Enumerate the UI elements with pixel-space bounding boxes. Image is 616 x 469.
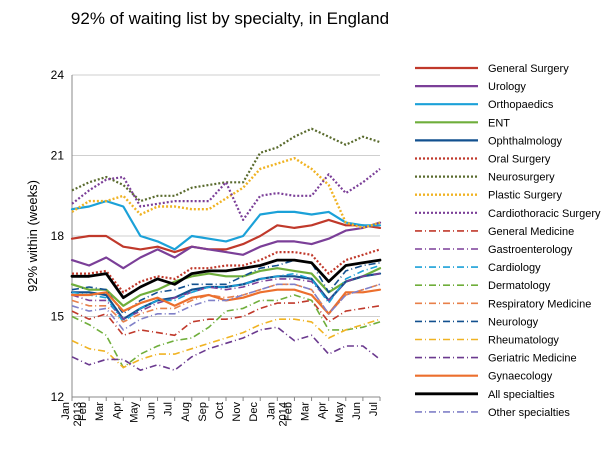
- chart-title: 92% of waiting list by specialty, in Eng…: [71, 9, 389, 28]
- series-lines: [70, 127, 382, 372]
- legend-label: Dermatology: [488, 280, 551, 292]
- legend-label: Cardiology: [488, 262, 541, 274]
- legend-label: General Medicine: [488, 226, 574, 238]
- series-line-plastic-surgery: [71, 156, 381, 230]
- x-tick-label: Apr: [111, 402, 123, 419]
- x-tick-label: May: [128, 402, 140, 423]
- legend-label: Gastroenterology: [488, 244, 573, 256]
- legend-label: Plastic Surgery: [488, 190, 562, 202]
- x-tick-label: Jun: [146, 402, 158, 420]
- legend-label: Oral Surgery: [488, 154, 551, 166]
- legend: General Surgery Urology Orthopaedics ENT Oph…: [415, 63, 601, 419]
- legend-label: Ophthalmology: [488, 135, 562, 147]
- series-line-orthopaedics: [70, 200, 382, 251]
- x-tick-label: Feb: [77, 402, 89, 421]
- x-tick-label: Mar: [94, 402, 106, 421]
- legend-label: Neurosurgery: [488, 172, 555, 184]
- series-line-urology: [70, 221, 382, 270]
- x-tick-label: Jun: [351, 402, 363, 420]
- x-tick-label: May: [334, 402, 346, 423]
- series-line-neurosurgery: [71, 127, 381, 203]
- x-tick-label: Jul: [163, 402, 175, 416]
- legend-label: Urology: [488, 81, 526, 93]
- legend-label: Rheumatology: [488, 335, 559, 347]
- legend-label: ENT: [488, 117, 510, 129]
- legend-label: Respiratory Medicine: [488, 298, 591, 310]
- series-line-general-surgery: [70, 218, 382, 254]
- legend-label: Geriatric Medicine: [488, 353, 577, 365]
- series-line-all-specialties: [70, 258, 382, 300]
- x-tick-label: Apr: [317, 402, 329, 419]
- x-tick-label: Feb: [282, 402, 294, 421]
- y-tick-label: 21: [51, 149, 65, 163]
- y-axis-label: 92% within (weeks): [25, 180, 40, 292]
- y-tick-labels: 12 15 18 21 24: [51, 68, 65, 404]
- series-line-gastroenterology: [71, 272, 381, 321]
- x-tick-label: 2014: [277, 402, 289, 426]
- y-tick-label: 15: [51, 310, 65, 324]
- legend-label: Other specialties: [488, 407, 570, 419]
- axes: [71, 75, 381, 401]
- x-tick-label: Mar: [300, 402, 312, 421]
- y-tick-label: 18: [51, 229, 65, 243]
- legend-label: Gynaecology: [488, 371, 553, 383]
- x-tick-label: 2013: [72, 402, 84, 426]
- series-line-neurology: [71, 259, 381, 315]
- series-line-ophthalmology: [70, 272, 382, 321]
- x-tick-label: Sep: [197, 402, 209, 422]
- series-line-cardiothoracic-surgery: [71, 168, 381, 221]
- x-tick-label: Nov: [231, 402, 243, 422]
- legend-label: Orthopaedics: [488, 99, 554, 111]
- x-tick-label: Jan: [265, 402, 277, 420]
- x-tick-label: Jan: [60, 402, 72, 420]
- x-tick-label: Oct: [214, 402, 226, 419]
- legend-label: Neurology: [488, 316, 539, 328]
- x-tick-label: Aug: [180, 402, 192, 422]
- series-line-rheumatology: [71, 318, 381, 369]
- series-line-geriatric-medicine: [71, 326, 381, 372]
- x-tick-label: Dec: [248, 402, 260, 422]
- series-line-general-medicine: [71, 299, 381, 337]
- legend-label: All specialties: [488, 389, 555, 401]
- x-tick-label: Jul: [368, 402, 380, 416]
- series-line-other-specialties: [71, 283, 381, 331]
- series-line-oral-surgery: [72, 248, 381, 294]
- legend-label: Cardiothoracic Surgery: [488, 208, 601, 220]
- y-tick-label: 12: [51, 390, 65, 404]
- legend-label: General Surgery: [488, 63, 569, 75]
- y-tick-label: 24: [51, 68, 65, 82]
